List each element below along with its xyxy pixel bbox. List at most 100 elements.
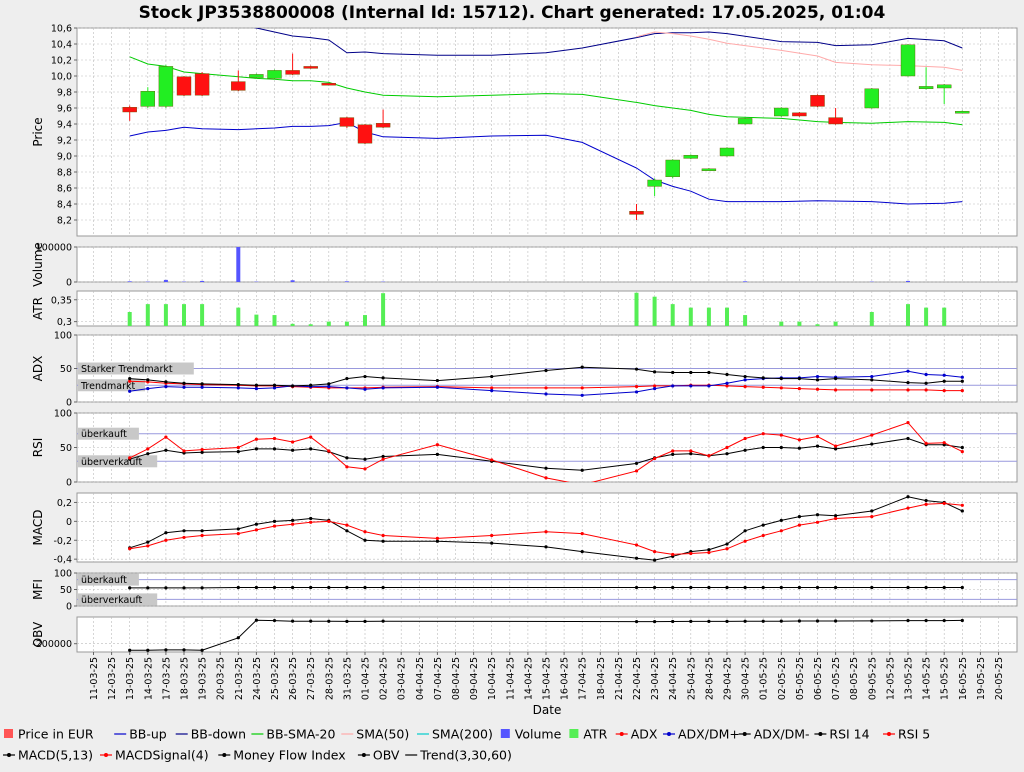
series-point bbox=[725, 382, 728, 385]
x-tick-label: 16-04-25 bbox=[560, 657, 571, 700]
series-point bbox=[816, 435, 819, 438]
x-tick-label: 25-03-25 bbox=[270, 657, 281, 700]
series-point bbox=[146, 544, 149, 547]
series-point bbox=[544, 476, 547, 479]
series-point bbox=[382, 376, 385, 379]
series-point bbox=[345, 620, 348, 623]
series-point bbox=[382, 386, 385, 389]
candle-body bbox=[648, 180, 662, 186]
series-point bbox=[363, 388, 366, 391]
series-point bbox=[906, 388, 909, 391]
series-point bbox=[906, 370, 909, 373]
series-point bbox=[653, 550, 656, 553]
series-point bbox=[707, 384, 710, 387]
x-tick-label: 04-04-25 bbox=[415, 657, 426, 700]
series-point bbox=[762, 534, 765, 537]
series-point bbox=[363, 530, 366, 533]
series-point bbox=[671, 586, 674, 589]
series-point bbox=[671, 453, 674, 456]
legend-label: BB-SMA-20 bbox=[266, 727, 335, 742]
series-point bbox=[327, 449, 330, 452]
y-tick-label: 10,6 bbox=[51, 24, 72, 35]
series-point bbox=[291, 586, 294, 589]
panel-frame bbox=[77, 617, 1017, 652]
series-point bbox=[943, 502, 946, 505]
series-point bbox=[255, 384, 258, 387]
x-tick-label: 25-04-25 bbox=[686, 657, 697, 700]
series-point bbox=[906, 437, 909, 440]
candle-body bbox=[774, 108, 788, 116]
series-point bbox=[635, 586, 638, 589]
series-point bbox=[164, 531, 167, 534]
y-tick-label: -0,2 bbox=[53, 536, 72, 547]
series-point bbox=[327, 586, 330, 589]
series-point bbox=[816, 378, 819, 381]
series-point bbox=[744, 385, 747, 388]
y-tick-label: 0,3 bbox=[57, 317, 72, 328]
x-tick-label: 18-04-25 bbox=[596, 657, 607, 700]
series-point bbox=[689, 371, 692, 374]
atr-bar bbox=[707, 308, 711, 326]
series-point bbox=[327, 382, 330, 385]
series-point bbox=[870, 378, 873, 381]
series-point bbox=[581, 532, 584, 535]
legend-swatch bbox=[569, 729, 578, 738]
series-point bbox=[182, 536, 185, 539]
series-point bbox=[164, 586, 167, 589]
series-point bbox=[834, 447, 837, 450]
series-point bbox=[653, 586, 656, 589]
series-point bbox=[725, 452, 728, 455]
series-point bbox=[707, 620, 710, 623]
candle-body bbox=[195, 74, 209, 96]
atr-bar bbox=[816, 324, 820, 326]
series-point bbox=[653, 457, 656, 460]
atr-bar bbox=[345, 322, 349, 326]
x-tick-label: 19-03-25 bbox=[198, 657, 209, 700]
series-point bbox=[273, 524, 276, 527]
y-tick-label: 100 bbox=[54, 409, 72, 420]
x-tick-label: 12-03-25 bbox=[107, 657, 118, 700]
series-point bbox=[255, 619, 258, 622]
series-point bbox=[943, 619, 946, 622]
y-tick-label: 8,6 bbox=[57, 184, 72, 195]
candle-body bbox=[937, 85, 951, 88]
series-point bbox=[816, 375, 819, 378]
series-point bbox=[382, 620, 385, 623]
band-label: Starker Trendmarkt bbox=[81, 364, 173, 375]
atr-bar bbox=[635, 293, 639, 326]
series-point bbox=[164, 385, 167, 388]
x-tick-label: 23-04-25 bbox=[650, 657, 661, 700]
series-point bbox=[925, 499, 928, 502]
volume-bar bbox=[236, 247, 240, 282]
panel-frame bbox=[77, 493, 1017, 562]
panel-frame bbox=[77, 247, 1017, 282]
legend-label: OBV bbox=[373, 748, 400, 763]
series-point bbox=[780, 620, 783, 623]
candle-body bbox=[684, 155, 698, 158]
legend-label: Money Flow Index bbox=[233, 748, 345, 763]
series-point bbox=[345, 377, 348, 380]
x-tick-label: 21-03-25 bbox=[234, 657, 245, 700]
y-tick-label: 100 bbox=[54, 569, 72, 580]
series-point bbox=[182, 382, 185, 385]
series-point bbox=[182, 529, 185, 532]
candle-body bbox=[919, 86, 933, 88]
series-point bbox=[798, 515, 801, 518]
series-point bbox=[255, 438, 258, 441]
x-tick-label: 14-04-25 bbox=[523, 657, 534, 700]
series-point bbox=[273, 447, 276, 450]
series-point bbox=[689, 449, 692, 452]
series-point bbox=[780, 586, 783, 589]
y-tick-label: 9,8 bbox=[57, 88, 72, 99]
series-point bbox=[237, 446, 240, 449]
x-tick-label: 17-04-25 bbox=[578, 657, 589, 700]
series-point bbox=[309, 521, 312, 524]
series-point bbox=[363, 467, 366, 470]
series-point bbox=[490, 375, 493, 378]
atr-bar bbox=[671, 304, 675, 326]
series-point bbox=[653, 387, 656, 390]
series-point bbox=[834, 377, 837, 380]
